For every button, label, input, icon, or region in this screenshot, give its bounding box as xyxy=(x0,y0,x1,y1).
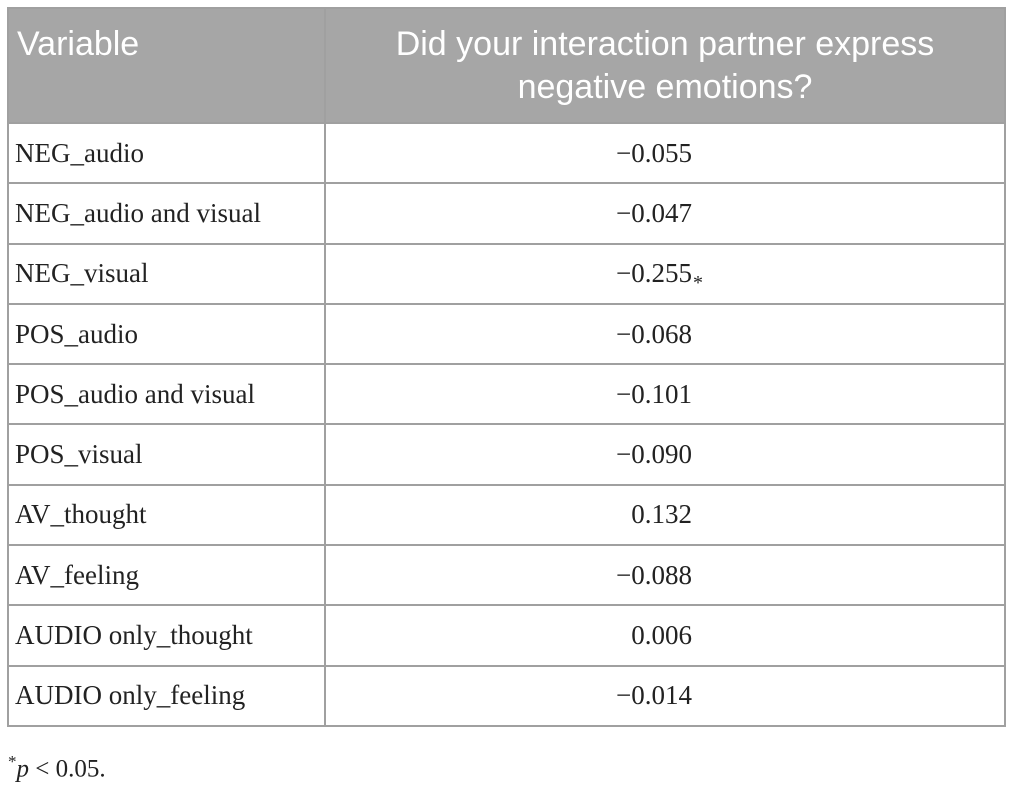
value-cell: −0.068 xyxy=(324,302,1006,366)
header-cell: Variable xyxy=(7,7,326,124)
header-row: Variable Did your interaction partner ex… xyxy=(7,7,1006,124)
table-row: POS_visual −0.090 xyxy=(7,423,1006,486)
value-cell: −0.255 * xyxy=(324,242,1006,305)
value-text: −0.101 xyxy=(616,378,692,409)
footnote-text: < 0.05. xyxy=(35,755,106,783)
value-cell: 0.006 xyxy=(324,604,1006,667)
header-cell: Did your interaction partner express neg… xyxy=(324,7,1006,124)
value-wrap: 0.132 xyxy=(631,499,692,529)
value-cell: −0.055 xyxy=(324,121,1006,185)
value-wrap: −0.101 xyxy=(616,379,692,409)
table-row: NEG_audio −0.055 xyxy=(7,121,1006,185)
variable-cell: AV_feeling xyxy=(7,544,326,607)
variable-cell: AUDIO only_feeling xyxy=(7,664,326,727)
value-wrap: −0.014 xyxy=(616,680,692,710)
value-cell: −0.090 xyxy=(324,423,1006,486)
value-wrap: −0.088 xyxy=(616,560,692,590)
value-text: −0.068 xyxy=(616,318,692,349)
table-row: NEG_audio and visual −0.047 xyxy=(7,182,1006,245)
value-text: −0.047 xyxy=(616,197,692,228)
value-text: −0.255 xyxy=(616,258,692,289)
variable-cell: AUDIO only_thought xyxy=(7,604,326,667)
variable-cell: NEG_audio xyxy=(7,121,326,185)
footnote-mark: * xyxy=(8,752,17,771)
value-text: −0.090 xyxy=(616,439,692,470)
value-text: 0.132 xyxy=(631,499,692,530)
value-text: −0.088 xyxy=(616,559,692,590)
footnote: *p < 0.05. xyxy=(8,752,106,783)
value-cell: −0.088 xyxy=(324,544,1006,607)
table-row: NEG_visual −0.255 * xyxy=(7,242,1006,305)
significance-mark: * xyxy=(693,272,703,295)
variable-cell: POS_audio and visual xyxy=(7,363,326,426)
value-wrap: 0.006 xyxy=(631,620,692,650)
value-cell: 0.132 xyxy=(324,483,1006,547)
value-cell: −0.014 xyxy=(324,664,1006,727)
table-row: AUDIO only_thought 0.006 xyxy=(7,604,1006,667)
variable-cell: POS_visual xyxy=(7,423,326,486)
variable-cell: AV_thought xyxy=(7,483,326,547)
variable-cell: NEG_visual xyxy=(7,242,326,305)
value-cell: −0.101 xyxy=(324,363,1006,426)
value-wrap: −0.255 * xyxy=(616,258,703,294)
value-wrap: −0.090 xyxy=(616,439,692,469)
table-body: NEG_audio −0.055 NEG_audio and visual −0.04… xyxy=(7,121,1006,727)
value-wrap: −0.055 xyxy=(616,138,692,168)
value-wrap: −0.068 xyxy=(616,319,692,349)
value-wrap: −0.047 xyxy=(616,198,692,228)
value-text: −0.014 xyxy=(616,680,692,711)
footnote-symbol: p xyxy=(16,755,30,783)
table-row: AV_feeling −0.088 xyxy=(7,544,1006,607)
variable-cell: NEG_audio and visual xyxy=(7,182,326,245)
table-row: AV_thought 0.132 xyxy=(7,483,1006,547)
data-table: Variable Did your interaction partner ex… xyxy=(7,7,1006,727)
table-row: POS_audio −0.068 xyxy=(7,302,1006,366)
value-text: −0.055 xyxy=(616,137,692,168)
table-row: AUDIO only_feeling −0.014 xyxy=(7,664,1006,727)
table-row: POS_audio and visual −0.101 xyxy=(7,363,1006,426)
variable-cell: POS_audio xyxy=(7,302,326,366)
value-cell: −0.047 xyxy=(324,182,1006,245)
value-text: 0.006 xyxy=(631,620,692,651)
